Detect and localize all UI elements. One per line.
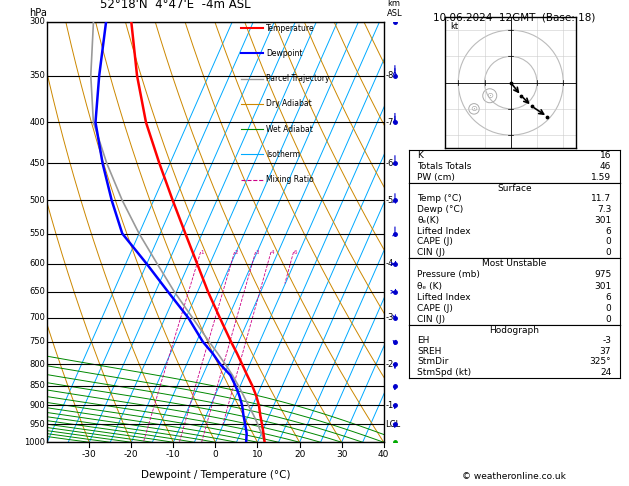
Text: 20: 20: [294, 450, 305, 459]
Text: Isotherm: Isotherm: [266, 150, 300, 159]
Text: StmDir: StmDir: [417, 357, 448, 366]
Text: hPa: hPa: [29, 8, 47, 17]
Text: kt: kt: [450, 22, 459, 31]
Text: -3: -3: [602, 336, 611, 346]
Text: 16: 16: [599, 151, 611, 160]
Text: θₑ(K): θₑ(K): [417, 216, 440, 225]
Text: CAPE (J): CAPE (J): [417, 238, 453, 246]
Text: km
ASL: km ASL: [387, 0, 403, 17]
Text: 37: 37: [599, 347, 611, 356]
Text: Totals Totals: Totals Totals: [417, 162, 472, 171]
Text: 10: 10: [252, 450, 264, 459]
Text: 0: 0: [605, 304, 611, 313]
Text: -8: -8: [386, 71, 394, 80]
Text: 0: 0: [213, 450, 218, 459]
Text: -10: -10: [166, 450, 181, 459]
Text: 4: 4: [271, 249, 274, 255]
Text: 400: 400: [30, 118, 45, 127]
Text: -3: -3: [386, 313, 394, 322]
Text: 1000: 1000: [25, 438, 45, 447]
Text: Dewp (°C): Dewp (°C): [417, 205, 464, 214]
Text: 40: 40: [378, 450, 389, 459]
Text: 700: 700: [30, 313, 45, 322]
Text: CIN (J): CIN (J): [417, 315, 445, 324]
Text: 300: 300: [30, 17, 45, 26]
Text: 0: 0: [605, 248, 611, 257]
Text: K: K: [417, 151, 423, 160]
Text: CAPE (J): CAPE (J): [417, 304, 453, 313]
Text: 301: 301: [594, 216, 611, 225]
Text: 350: 350: [30, 71, 45, 80]
Text: -30: -30: [82, 450, 97, 459]
Text: Pressure (mb): Pressure (mb): [417, 270, 480, 279]
Text: 900: 900: [30, 401, 45, 410]
Text: Most Unstable: Most Unstable: [482, 259, 547, 268]
Text: θₑ (K): θₑ (K): [417, 281, 442, 291]
Text: Temp (°C): Temp (°C): [417, 194, 462, 203]
Text: 600: 600: [30, 260, 45, 268]
Text: 750: 750: [30, 337, 45, 347]
Text: 850: 850: [30, 381, 45, 390]
Text: Dry Adiabat: Dry Adiabat: [266, 99, 311, 108]
Text: -2: -2: [386, 360, 394, 369]
Text: Mixing Ratio: Mixing Ratio: [266, 175, 314, 184]
Text: 550: 550: [30, 229, 45, 238]
Text: 1: 1: [201, 249, 204, 255]
Text: 0: 0: [605, 315, 611, 324]
Text: ⊙: ⊙: [486, 91, 493, 100]
Text: 3: 3: [255, 249, 259, 255]
Text: Dewpoint / Temperature (°C): Dewpoint / Temperature (°C): [141, 469, 290, 480]
Text: Wet Adiabat: Wet Adiabat: [266, 124, 313, 134]
Text: 6: 6: [605, 293, 611, 302]
Text: -4: -4: [386, 260, 394, 268]
Text: PW (cm): PW (cm): [417, 173, 455, 182]
Text: 24: 24: [600, 368, 611, 377]
Text: 450: 450: [30, 159, 45, 168]
Text: 7.3: 7.3: [597, 205, 611, 214]
Text: 52°18'N  4°47'E  -4m ASL: 52°18'N 4°47'E -4m ASL: [100, 0, 250, 11]
Text: 6: 6: [605, 226, 611, 236]
Text: 650: 650: [30, 287, 45, 296]
Text: 950: 950: [30, 420, 45, 429]
Text: 800: 800: [30, 360, 45, 369]
Text: -7: -7: [386, 118, 394, 127]
Text: 500: 500: [30, 196, 45, 205]
Text: 325°: 325°: [589, 357, 611, 366]
Text: 2: 2: [235, 249, 238, 255]
Text: 0: 0: [605, 238, 611, 246]
Text: 6: 6: [294, 249, 297, 255]
Text: 10.06.2024  12GMT  (Base: 18): 10.06.2024 12GMT (Base: 18): [433, 12, 595, 22]
Text: Temperature: Temperature: [266, 24, 314, 33]
Text: CIN (J): CIN (J): [417, 248, 445, 257]
Text: Hodograph: Hodograph: [489, 326, 539, 335]
Text: Mixing Ratio (g/kg): Mixing Ratio (g/kg): [420, 192, 428, 272]
Text: © weatheronline.co.uk: © weatheronline.co.uk: [462, 472, 566, 481]
Text: Dewpoint: Dewpoint: [266, 49, 303, 58]
Text: 30: 30: [336, 450, 347, 459]
Text: StmSpd (kt): StmSpd (kt): [417, 368, 471, 377]
Text: Lifted Index: Lifted Index: [417, 293, 471, 302]
Text: LCL: LCL: [386, 420, 401, 429]
Text: -5: -5: [386, 196, 394, 205]
Text: 301: 301: [594, 281, 611, 291]
Text: Parcel Trajectory: Parcel Trajectory: [266, 74, 330, 83]
Text: Lifted Index: Lifted Index: [417, 226, 471, 236]
Text: 975: 975: [594, 270, 611, 279]
Text: -1: -1: [386, 401, 394, 410]
Text: -6: -6: [386, 159, 394, 168]
Text: -20: -20: [124, 450, 138, 459]
Text: EH: EH: [417, 336, 430, 346]
Text: ⊙: ⊙: [470, 104, 477, 113]
Text: 46: 46: [600, 162, 611, 171]
Text: SREH: SREH: [417, 347, 442, 356]
Text: 1.59: 1.59: [591, 173, 611, 182]
Text: 11.7: 11.7: [591, 194, 611, 203]
Text: Surface: Surface: [497, 184, 532, 192]
